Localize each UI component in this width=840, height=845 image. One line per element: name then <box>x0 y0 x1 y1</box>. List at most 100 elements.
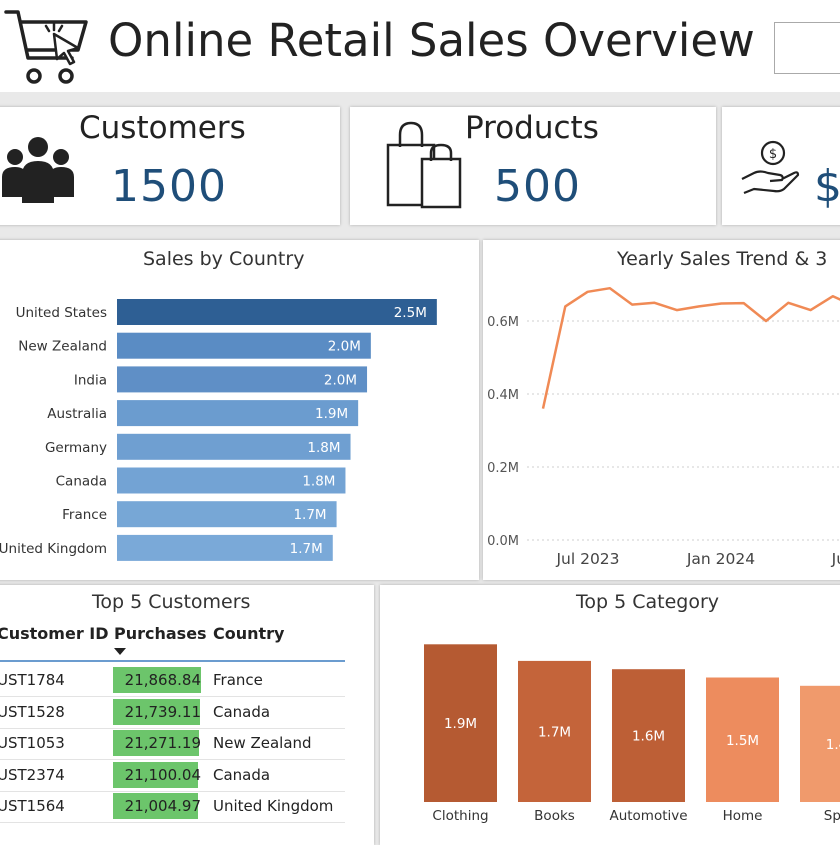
trend-line <box>541 286 840 409</box>
sales-by-country-chart: United States 2.5M New Zealand 2.0M India 2.0… <box>0 299 437 561</box>
category-bar <box>706 677 779 802</box>
svg-text:$: $ <box>769 147 777 162</box>
kpi-value-products: 500 <box>494 161 581 212</box>
top-category-title: Top 5 Category <box>576 591 720 613</box>
cell-country: Canada <box>213 765 271 784</box>
country-label: United States <box>16 305 107 321</box>
category-label: Spo <box>824 808 840 824</box>
country-data-label: 1.8M <box>302 474 335 490</box>
category-label: Books <box>534 808 575 824</box>
table-row[interactable]: UST1784 21,868.84 France <box>0 664 345 697</box>
cell-purchases: 21,271.19 <box>124 734 201 752</box>
table-row[interactable]: UST1053 21,271.19 New Zealand <box>0 727 345 760</box>
money-hand-icon: $ <box>741 140 800 195</box>
cell-country: Canada <box>213 702 271 721</box>
sort-descending-icon[interactable] <box>114 648 126 656</box>
cell-purchases: 21,868.84 <box>124 671 201 689</box>
sales-by-country-panel: Sales by Country United States 2.5M New Ze… <box>0 240 479 580</box>
category-data-label: 1.9M <box>444 716 477 732</box>
country-label: Australia <box>47 406 107 422</box>
country-data-label: 2.0M <box>328 339 361 355</box>
country-label: United Kingdom <box>0 541 107 557</box>
table-row[interactable]: UST1564 21,004.97 United Kingdom <box>0 790 345 823</box>
cell-country: France <box>213 671 263 689</box>
kpi-card-sales: $ $ <box>722 107 840 225</box>
country-bar <box>117 467 346 494</box>
yearly-trend-panel: Yearly Sales Trend & 3 0.0M 0.2M 0.4M 0.6M J… <box>483 240 840 580</box>
country-data-label: 1.9M <box>315 406 348 422</box>
category-bar <box>800 685 840 802</box>
country-data-label: 1.7M <box>293 507 326 523</box>
purchases-data-bar <box>113 761 198 788</box>
country-bar <box>117 299 437 325</box>
cell-purchases: 21,100.04 <box>124 765 201 784</box>
category-data-label: 1.6M <box>632 729 665 745</box>
column-header-purchases[interactable]: Purchases <box>114 624 207 643</box>
category-label: Clothing <box>432 808 488 824</box>
purchases-data-bar <box>113 667 201 693</box>
trend-y-tick: 0.0M <box>487 534 519 549</box>
category-bar <box>424 644 497 802</box>
trend-y-tick: 0.4M <box>487 388 519 403</box>
trend-x-tick: Jan 2024 <box>686 550 755 568</box>
country-bar <box>117 400 359 427</box>
country-label: New Zealand <box>18 339 107 355</box>
country-label: Canada <box>56 474 107 490</box>
cell-customer-id: UST2374 <box>0 765 65 784</box>
cell-customer-id: UST1053 <box>0 734 65 752</box>
table-row[interactable]: UST2374 21,100.04 Canada <box>0 759 345 792</box>
page-title: Online Retail Sales Overview <box>108 14 755 67</box>
cell-customer-id: UST1528 <box>0 702 65 721</box>
kpi-value-sales: $ <box>814 161 840 212</box>
people-icon <box>2 137 74 203</box>
country-bar <box>117 534 333 561</box>
category-bar <box>612 669 685 802</box>
kpi-label-customers: Customers <box>79 110 246 146</box>
trend-x-tick: Jul <box>831 550 840 568</box>
cell-country: New Zealand <box>213 734 312 752</box>
country-bar <box>117 433 351 460</box>
country-data-label: 1.7M <box>290 541 323 557</box>
yearly-trend-title: Yearly Sales Trend & 3 <box>617 248 828 270</box>
category-data-label: 1.4 <box>826 737 840 753</box>
country-data-label: 2.5M <box>394 305 427 321</box>
top-category-panel: Top 5 Category 1.9M Clothing 1.7M Books 1.6M… <box>380 585 840 845</box>
cell-country: United Kingdom <box>213 797 334 815</box>
table-header-underline <box>0 660 345 662</box>
country-label: Germany <box>45 440 107 456</box>
cell-customer-id: UST1564 <box>0 797 65 815</box>
category-data-label: 1.5M <box>726 733 759 749</box>
country-bar <box>117 501 337 528</box>
trend-y-tick: 0.2M <box>487 461 519 476</box>
kpi-value-customers: 1500 <box>111 161 227 212</box>
table-row[interactable]: UST1528 21,739.11 Canada <box>0 696 345 729</box>
header-bar: Online Retail Sales Overview <box>0 0 840 92</box>
kpi-card-products: Products 500 <box>350 107 716 225</box>
trend-y-tick: 0.6M <box>487 315 519 330</box>
yearly-trend-chart: 0.0M 0.2M 0.4M 0.6M Jul 2023 Jan 2024 Jul <box>487 286 840 568</box>
category-data-label: 1.7M <box>538 724 571 740</box>
purchases-data-bar <box>113 698 201 725</box>
purchases-data-bar <box>113 730 199 756</box>
cell-purchases: 21,739.11 <box>124 702 201 721</box>
kpi-card-customers: Customers 1500 <box>0 107 340 225</box>
trend-x-tick: Jul 2023 <box>555 550 619 568</box>
sales-by-country-title: Sales by Country <box>143 248 305 270</box>
date-slicer[interactable] <box>774 22 840 74</box>
shopping-cart-cursor-icon <box>4 10 88 84</box>
country-bar <box>117 332 371 359</box>
category-label: Home <box>723 808 763 824</box>
purchases-data-bar <box>113 793 198 819</box>
country-label: France <box>62 507 107 523</box>
country-data-label: 2.0M <box>324 372 357 388</box>
category-bar <box>518 660 591 802</box>
column-header-customer-id[interactable]: Customer ID <box>0 624 109 643</box>
column-header-country[interactable]: Country <box>213 624 285 643</box>
cell-customer-id: UST1784 <box>0 671 65 689</box>
top-customers-title: Top 5 Customers <box>92 591 251 613</box>
top-category-chart: 1.9M Clothing 1.7M Books 1.6M Automotive 1.5M H… <box>424 644 840 824</box>
shopping-bags-icon <box>386 121 462 209</box>
category-label: Automotive <box>609 808 687 824</box>
country-data-label: 1.8M <box>307 440 340 456</box>
country-label: India <box>74 372 107 388</box>
